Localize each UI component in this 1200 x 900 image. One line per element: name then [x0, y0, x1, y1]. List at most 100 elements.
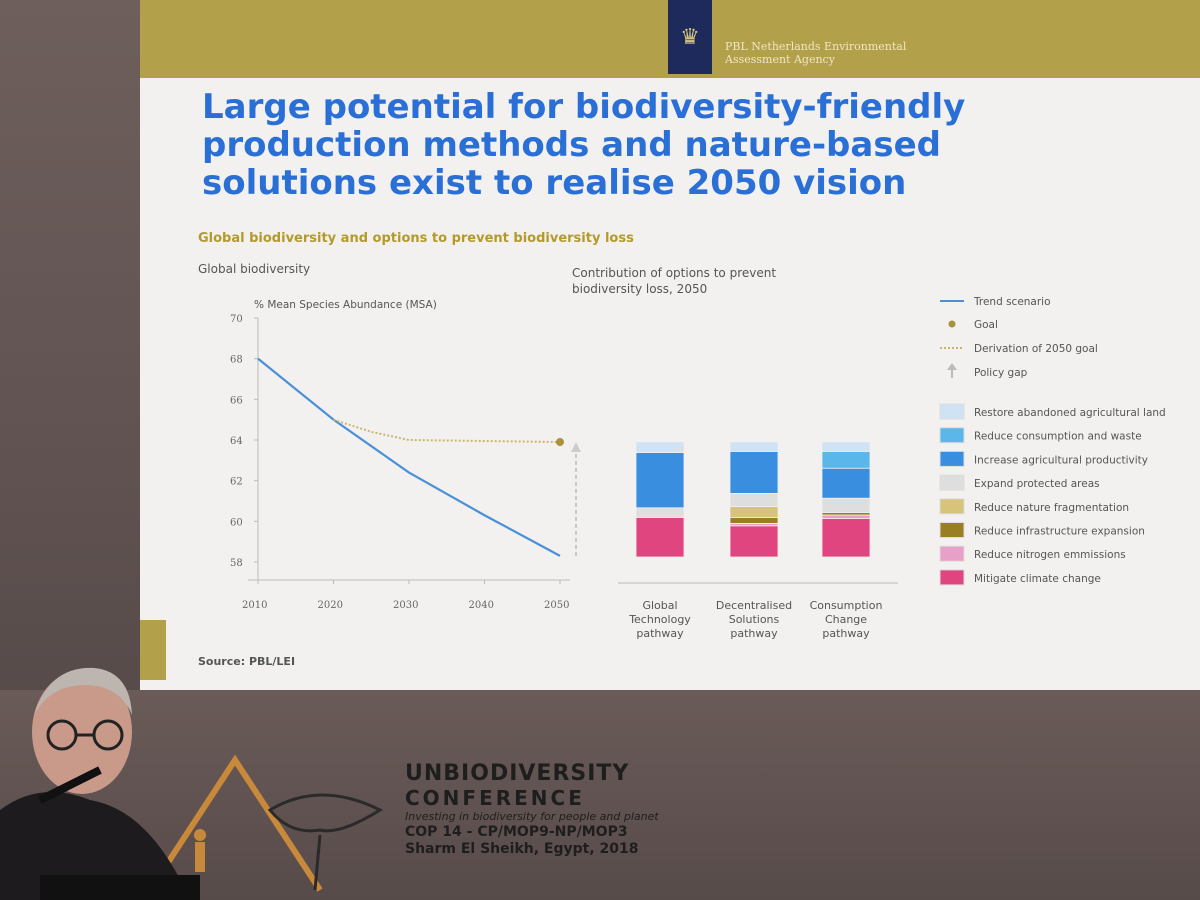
category-label: pathway — [730, 627, 778, 640]
legend-swatch-gap-head — [947, 363, 957, 370]
glasses-icon — [46, 719, 124, 751]
slide-footer-accent — [140, 620, 166, 680]
bar-segment — [635, 517, 685, 558]
category-label: Decentralised — [716, 599, 792, 612]
legend-label: Goal — [974, 319, 998, 331]
category-label: Solutions — [729, 613, 780, 626]
legend-label: Reduce infrastructure expansion — [974, 526, 1145, 538]
legend-swatch — [939, 522, 965, 538]
legend-label: Reduce consumption and waste — [974, 431, 1142, 443]
speaker-figure — [0, 667, 200, 900]
bar-segment — [821, 497, 871, 514]
legend-swatch — [939, 545, 965, 562]
speaker-head-icon — [32, 670, 132, 794]
y-tick-label: 60 — [230, 517, 243, 528]
bar-segment — [635, 452, 685, 509]
legend-swatch-goal — [948, 320, 956, 328]
y-tick-label: 66 — [230, 395, 243, 406]
bar-segment — [821, 518, 871, 558]
bar-segment — [821, 514, 871, 519]
conference-name-line-2: CONFERENCE — [405, 786, 585, 810]
y-axis-label: % Mean Species Abundance (MSA) — [254, 299, 437, 311]
legend-label: Policy gap — [974, 367, 1028, 379]
legend-swatch — [939, 427, 965, 444]
legend-swatch — [939, 450, 965, 467]
goal-point — [556, 438, 564, 447]
speaker-body-icon — [0, 792, 190, 900]
y-tick-label: 62 — [230, 477, 243, 488]
slide-title-line-1: Large potential for biodiversity-friendl… — [202, 87, 966, 127]
bar-segment — [635, 441, 685, 453]
bar-segment — [729, 441, 779, 452]
figure-icon — [194, 829, 206, 872]
category-label: Change — [825, 613, 867, 626]
bar-segment — [729, 525, 779, 558]
category-label: Global — [642, 599, 677, 612]
right-panel-title: Contribution of options to prevent biodi… — [572, 265, 852, 297]
podium-icon — [40, 875, 200, 900]
bar-segment — [729, 492, 779, 507]
legend-label: Restore abandoned agricultural land — [974, 407, 1166, 419]
y-tick-label: 68 — [230, 355, 243, 366]
agency-name-line-2: Assessment Agency — [725, 53, 835, 66]
bar-segment — [729, 450, 779, 494]
legend-label: Expand protected areas — [974, 478, 1100, 490]
y-tick-label: 64 — [230, 436, 243, 447]
bar-segment — [821, 441, 871, 452]
x-tick-label: 2030 — [393, 600, 418, 611]
slide-title: Large potential for biodiversity-friendl… — [202, 88, 1102, 202]
series-line — [333, 418, 561, 444]
bar-segment — [821, 450, 871, 469]
right-panel-title-line-1: Contribution of options to prevent — [572, 266, 777, 280]
slide-title-line-3: solutions exist to realise 2050 vision — [202, 163, 907, 203]
y-tick-label: 58 — [230, 558, 243, 569]
bar-segment — [821, 467, 871, 499]
conference-biodiversity: BIODIVERSITY — [443, 761, 630, 786]
acacia-tree-icon — [267, 793, 384, 891]
conference-un: UN — [405, 761, 444, 786]
legend-label: Reduce nature fragmentation — [974, 502, 1129, 514]
conference-logo: UNBIODIVERSITY CONFERENCE Investing in b… — [405, 762, 659, 858]
x-tick-label: 2040 — [469, 600, 494, 611]
slide-title-line-2: production methods and nature-based — [202, 125, 941, 165]
speaker-hair-icon — [34, 667, 132, 715]
conference-artwork — [147, 754, 384, 892]
legend-label: Reduce nitrogen emmissions — [974, 549, 1126, 561]
conference-name-line-1: UNBIODIVERSITY — [405, 762, 659, 786]
category-label: Consumption — [810, 599, 883, 612]
legend-label: Trend scenario — [973, 296, 1051, 308]
x-tick-label: 2020 — [318, 600, 343, 611]
legend-label: Mitigate climate change — [974, 573, 1101, 585]
legend-swatch — [939, 569, 965, 586]
series-line — [257, 357, 561, 557]
charts-canvas: % Mean Species Abundance (MSA) 58 60 62 64 66… — [230, 296, 1166, 640]
conference-session: COP 14 - CP/MOP9-NP/MOP3 — [405, 824, 628, 840]
chart-subtitle: Global biodiversity and options to preve… — [198, 231, 634, 246]
policy-gap-arrowhead — [571, 442, 581, 453]
legend-swatch — [939, 403, 965, 420]
agency-name-line-1: PBL Netherlands Environmental — [725, 40, 907, 53]
right-panel-title-line-2: biodiversity loss, 2050 — [572, 282, 708, 296]
category-label: Technology — [628, 613, 691, 626]
presentation-slide: ♛ PBL Netherlands Environmental Assessme… — [140, 0, 1200, 690]
source-note: Source: PBL/LEI — [198, 655, 296, 668]
y-tick-label: 70 — [230, 314, 243, 325]
x-tick-label: 2050 — [544, 600, 569, 611]
legend-label: Increase agricultural productivity — [974, 454, 1148, 466]
chart-legend: Trend scenario Goal Derivation of 2050 goa… — [939, 296, 1166, 586]
pyramid-outline-icon — [147, 754, 323, 892]
conference-tagline: Investing in biodiversity for people and… — [405, 810, 659, 823]
category-label: pathway — [636, 627, 684, 640]
bar-segment — [729, 517, 779, 524]
agency-name: PBL Netherlands Environmental Assessment… — [725, 40, 985, 66]
x-tick-label: 2010 — [242, 600, 267, 611]
left-panel-title: Global biodiversity — [198, 262, 311, 276]
conference-location: Sharm El Sheikh, Egypt, 2018 — [405, 841, 639, 857]
crown-crest-icon: ♛ — [668, 0, 712, 74]
legend-swatch — [939, 474, 965, 491]
stacked-bar-chart: GlobalTechnologypathwayDecentralisedSolu… — [618, 441, 898, 640]
category-label: pathway — [822, 627, 870, 640]
microphone-icon — [38, 766, 102, 804]
legend-swatch — [939, 498, 965, 515]
line-chart: % Mean Species Abundance (MSA) 58 60 62 64 66… — [230, 299, 581, 611]
